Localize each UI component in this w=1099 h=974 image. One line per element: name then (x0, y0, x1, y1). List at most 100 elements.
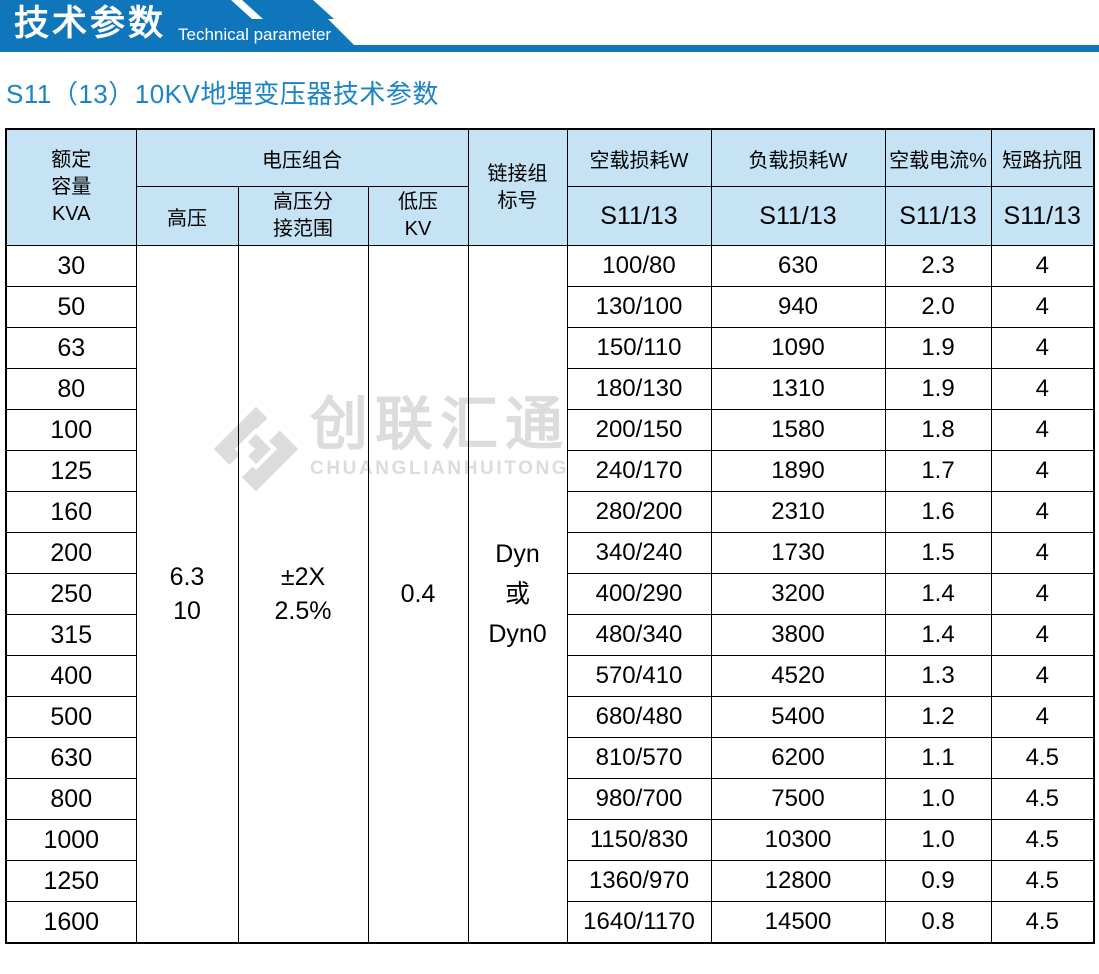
cell-impedance: 4 (990, 573, 1095, 615)
banner-ribbon-main (0, 0, 1099, 52)
cell-capacity: 63 (5, 327, 137, 369)
cell-no-load-loss: 150/110 (566, 327, 712, 369)
cell-load-loss: 1580 (710, 409, 886, 451)
cell-no-load-current: 1.0 (884, 778, 992, 820)
header-hv-tap: 高压分 接范围 (237, 186, 369, 246)
table-row: 630 810/570 6200 1.1 4.5 (5, 737, 1095, 779)
header-vector-group: 链接组 标号 (467, 128, 568, 246)
cell-no-load-loss: 200/150 (566, 409, 712, 451)
cell-load-loss: 14500 (710, 901, 886, 944)
header-model-no-load-current: S11/13 (884, 186, 992, 246)
cell-load-loss: 10300 (710, 819, 886, 861)
cell-no-load-current: 1.4 (884, 573, 992, 615)
cell-impedance: 4.5 (990, 860, 1095, 902)
cell-no-load-current: 1.7 (884, 450, 992, 492)
cell-impedance: 4 (990, 286, 1095, 328)
table-row: 800 980/700 7500 1.0 4.5 (5, 778, 1095, 820)
cell-no-load-current: 1.1 (884, 737, 992, 779)
cell-impedance: 4.5 (990, 737, 1095, 779)
cell-impedance: 4 (990, 655, 1095, 697)
table-row: 50 130/100 940 2.0 4 (5, 286, 1095, 328)
cell-impedance: 4.5 (990, 819, 1095, 861)
cell-load-loss: 630 (710, 245, 886, 287)
cell-no-load-loss: 340/240 (566, 532, 712, 574)
banner-subtitle: Technical parameter (178, 25, 332, 44)
cell-impedance: 4.5 (990, 778, 1095, 820)
cell-no-load-loss: 680/480 (566, 696, 712, 738)
cell-impedance: 4 (990, 409, 1095, 451)
banner-title: 技术参数 (14, 4, 167, 43)
cell-load-loss: 1730 (710, 532, 886, 574)
spec-table-body: 30 6.3 10 ±2X 2.5% 0.4 Dyn 或 Dyn0 100/80 630 2.… (5, 245, 1095, 944)
cell-capacity: 30 (5, 245, 137, 287)
table-row: 200 340/240 1730 1.5 4 (5, 532, 1095, 574)
cell-impedance: 4 (990, 532, 1095, 574)
cell-load-loss: 1090 (710, 327, 886, 369)
cell-impedance: 4 (990, 327, 1095, 369)
cell-lv-merged: 0.4 (367, 245, 469, 944)
cell-impedance: 4 (990, 696, 1095, 738)
table-row: 500 680/480 5400 1.2 4 (5, 696, 1095, 738)
cell-impedance: 4 (990, 491, 1095, 533)
table-row: 1000 1150/830 10300 1.0 4.5 (5, 819, 1095, 861)
cell-capacity: 160 (5, 491, 137, 533)
cell-load-loss: 2310 (710, 491, 886, 533)
header-model-impedance: S11/13 (990, 186, 1095, 246)
header-no-load-current: 空载电流% (884, 128, 992, 187)
cell-capacity: 1250 (5, 860, 137, 902)
cell-capacity: 800 (5, 778, 137, 820)
table-row: 80 180/130 1310 1.9 4 (5, 368, 1095, 410)
cell-capacity: 250 (5, 573, 137, 615)
cell-no-load-current: 0.8 (884, 901, 992, 944)
section-title: S11（13）10KV地埋变压器技术参数 (6, 79, 439, 109)
cell-no-load-loss: 480/340 (566, 614, 712, 656)
cell-no-load-loss: 980/700 (566, 778, 712, 820)
cell-load-loss: 7500 (710, 778, 886, 820)
cell-no-load-loss: 1360/970 (566, 860, 712, 902)
cell-no-load-loss: 1640/1170 (566, 901, 712, 944)
cell-load-loss: 4520 (710, 655, 886, 697)
cell-no-load-loss: 240/170 (566, 450, 712, 492)
table-row: 160 280/200 2310 1.6 4 (5, 491, 1095, 533)
cell-no-load-current: 1.8 (884, 409, 992, 451)
table-row: 100 200/150 1580 1.8 4 (5, 409, 1095, 451)
cell-load-loss: 1310 (710, 368, 886, 410)
cell-load-loss: 3200 (710, 573, 886, 615)
header-voltage-group: 电压组合 (135, 128, 469, 187)
cell-no-load-current: 1.5 (884, 532, 992, 574)
header-model-load-loss: S11/13 (710, 186, 886, 246)
cell-no-load-loss: 280/200 (566, 491, 712, 533)
cell-no-load-loss: 130/100 (566, 286, 712, 328)
cell-hv-tap-merged: ±2X 2.5% (237, 245, 369, 944)
cell-no-load-loss: 810/570 (566, 737, 712, 779)
header-hv: 高压 (135, 186, 239, 246)
cell-load-loss: 940 (710, 286, 886, 328)
cell-capacity: 1600 (5, 901, 137, 944)
cell-capacity: 200 (5, 532, 137, 574)
cell-capacity: 1000 (5, 819, 137, 861)
cell-capacity: 100 (5, 409, 137, 451)
header-no-load-loss: 空载损耗W (566, 128, 712, 187)
cell-load-loss: 1890 (710, 450, 886, 492)
cell-impedance: 4 (990, 614, 1095, 656)
header-impedance: 短路抗阻 (990, 128, 1095, 187)
cell-no-load-current: 1.4 (884, 614, 992, 656)
cell-no-load-current: 1.2 (884, 696, 992, 738)
cell-no-load-current: 1.9 (884, 327, 992, 369)
cell-capacity: 315 (5, 614, 137, 656)
cell-no-load-loss: 570/410 (566, 655, 712, 697)
table-row: 30 6.3 10 ±2X 2.5% 0.4 Dyn 或 Dyn0 100/80 630 2.… (5, 245, 1095, 944)
cell-capacity: 500 (5, 696, 137, 738)
cell-capacity: 125 (5, 450, 137, 492)
cell-impedance: 4 (990, 450, 1095, 492)
header-capacity: 额定 容量 KVA (5, 128, 137, 246)
cell-capacity: 400 (5, 655, 137, 697)
cell-load-loss: 6200 (710, 737, 886, 779)
table-row: 63 150/110 1090 1.9 4 (5, 327, 1095, 369)
cell-no-load-current: 0.9 (884, 860, 992, 902)
cell-impedance: 4 (990, 368, 1095, 410)
cell-hv-merged: 6.3 10 (135, 245, 239, 944)
cell-no-load-loss: 180/130 (566, 368, 712, 410)
header-row-1: 额定 容量 KVA 电压组合 链接组 标号 空载损耗W 负载损耗W 空载电流% … (5, 128, 1095, 246)
